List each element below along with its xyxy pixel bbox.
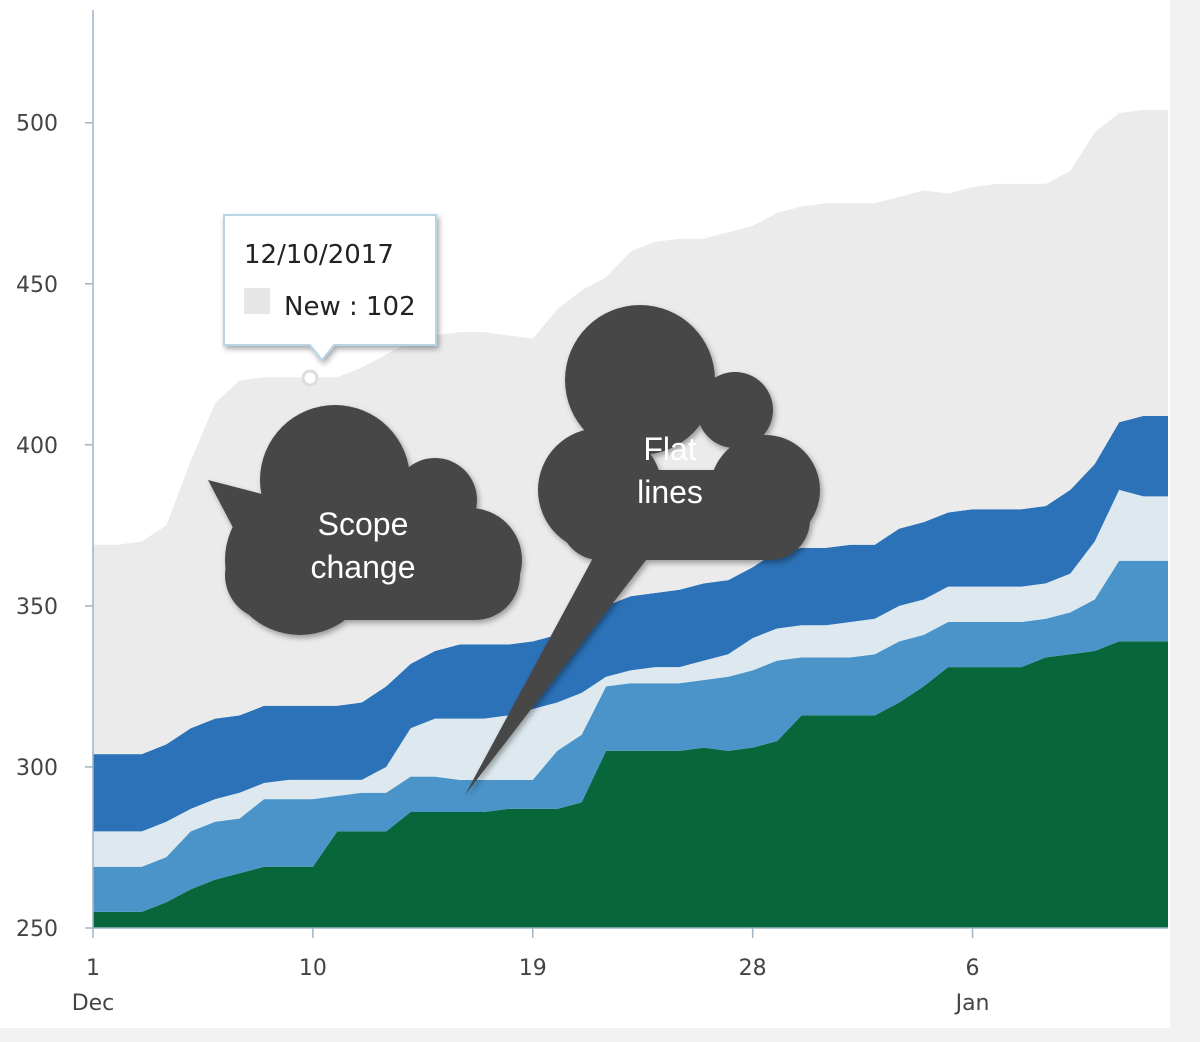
x-tick-sublabel: Dec <box>72 991 115 1016</box>
x-tick-label: 1 <box>86 956 100 981</box>
callout-flat <box>465 305 820 795</box>
x-tick-label: 28 <box>739 956 767 981</box>
x-tick-label: 10 <box>299 956 327 981</box>
y-tick-label: 450 <box>16 273 58 298</box>
axes: 250 300 350 400 450 500 1 Dec 10 19 28 6 Jan <box>16 10 1168 1016</box>
y-tick-label: 500 <box>16 112 58 137</box>
area <box>93 641 1168 928</box>
y-tick-label: 300 <box>16 756 58 781</box>
tooltip-text: New : 102 <box>284 292 416 322</box>
y-tick-label: 350 <box>16 595 58 620</box>
x-tick-label: 6 <box>966 956 980 981</box>
x-tick-label: 19 <box>519 956 547 981</box>
annotation: Scope change <box>311 506 416 585</box>
area <box>93 560 1168 912</box>
bottom-strip <box>0 1028 1200 1042</box>
y-tick-label: 400 <box>16 434 58 459</box>
y-tick-label: 250 <box>16 917 58 942</box>
tooltip-title: 12/10/2017 <box>244 240 394 270</box>
annotation-line: change <box>311 549 416 585</box>
callout-scope <box>208 405 522 635</box>
annotation-line: Scope <box>318 506 409 542</box>
annotation: Flat lines <box>637 431 703 510</box>
area <box>93 489 1168 867</box>
tooltip: 12/10/2017 New : 102 <box>223 214 437 387</box>
annotation-line: Flat <box>643 431 696 467</box>
side-strip <box>1170 0 1200 1042</box>
area <box>93 415 1168 832</box>
x-tick-sublabel: Jan <box>954 991 990 1016</box>
annotation-line: lines <box>637 474 703 510</box>
